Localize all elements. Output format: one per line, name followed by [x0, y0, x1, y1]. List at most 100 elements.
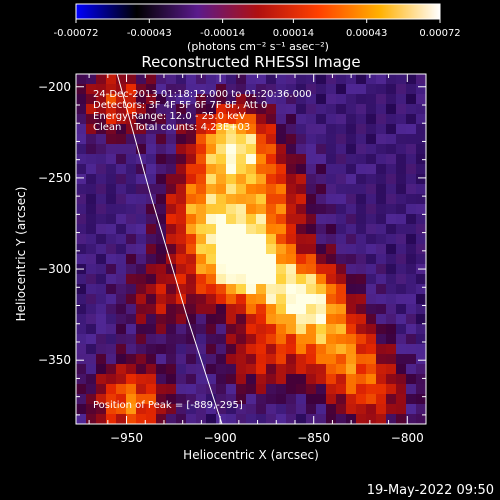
- heatmap-cell: [356, 374, 366, 384]
- heatmap-cell: [156, 324, 166, 334]
- heatmap-cell: [156, 354, 166, 364]
- heatmap-cell: [326, 114, 336, 124]
- heatmap-cell: [156, 304, 166, 314]
- heatmap-cell: [336, 144, 346, 154]
- heatmap-cell: [376, 374, 386, 384]
- heatmap-cell: [266, 414, 276, 424]
- heatmap-cell: [406, 134, 416, 144]
- heatmap-cell: [296, 124, 306, 134]
- heatmap-cell: [226, 324, 236, 334]
- heatmap-cell: [376, 164, 386, 174]
- heatmap-cell: [126, 144, 136, 154]
- heatmap-cell: [416, 124, 426, 134]
- heatmap-cell: [136, 284, 146, 294]
- heatmap-cell: [246, 154, 256, 164]
- heatmap-cell: [366, 74, 376, 84]
- heatmap-cell: [86, 314, 96, 324]
- heatmap-cell: [156, 264, 166, 274]
- heatmap-cell: [276, 124, 286, 134]
- colorbar-tick-label: -0.00014: [200, 28, 245, 39]
- heatmap-cell: [146, 364, 156, 374]
- heatmap-cell: [296, 384, 306, 394]
- heatmap-cell: [266, 264, 276, 274]
- heatmap-cell: [196, 224, 206, 234]
- heatmap-cell: [156, 194, 166, 204]
- heatmap-cell: [386, 214, 396, 224]
- heatmap-cell: [266, 294, 276, 304]
- heatmap-cell: [276, 264, 286, 274]
- heatmap-cell: [276, 174, 286, 184]
- heatmap-cell: [326, 124, 336, 134]
- heatmap-cell: [156, 184, 166, 194]
- heatmap-cell: [256, 184, 266, 194]
- heatmap-cell: [136, 234, 146, 244]
- heatmap-cell: [86, 94, 96, 104]
- heatmap-cell: [156, 364, 166, 374]
- heatmap-cell: [346, 174, 356, 184]
- heatmap-cell: [106, 214, 116, 224]
- heatmap-cell: [316, 174, 326, 184]
- heatmap-cell: [336, 384, 346, 394]
- heatmap-cell: [356, 404, 366, 414]
- heatmap-cell: [416, 304, 426, 314]
- heatmap-cell: [106, 174, 116, 184]
- heatmap-cell: [86, 84, 96, 94]
- heatmap-cell: [326, 324, 336, 334]
- heatmap-cell: [386, 94, 396, 104]
- heatmap-cell: [206, 314, 216, 324]
- heatmap-cell: [416, 274, 426, 284]
- heatmap-cell: [396, 404, 406, 414]
- heatmap-cell: [216, 374, 226, 384]
- heatmap-cell: [326, 244, 336, 254]
- heatmap-cell: [76, 234, 86, 244]
- heatmap-cell: [306, 84, 316, 94]
- heatmap-cell: [206, 194, 216, 204]
- annotation-block: 24-Dec-2013 01:18:12.000 to 01:20:36.000…: [93, 89, 312, 133]
- heatmap-cell: [276, 74, 286, 84]
- heatmap-cell: [226, 184, 236, 194]
- heatmap-cell: [216, 334, 226, 344]
- heatmap-cell: [126, 94, 136, 104]
- heatmap-cell: [216, 324, 226, 334]
- heatmap-cell: [236, 134, 246, 144]
- heatmap-cell: [246, 364, 256, 374]
- heatmap-cell: [166, 374, 176, 384]
- heatmap-cell: [116, 114, 126, 124]
- heatmap-cell: [266, 104, 276, 114]
- heatmap-cell: [346, 94, 356, 104]
- heatmap-cell: [266, 304, 276, 314]
- heatmap-cell: [296, 294, 306, 304]
- heatmap-cell: [356, 184, 366, 194]
- heatmap-cell: [206, 134, 216, 144]
- heatmap-cell: [196, 304, 206, 314]
- heatmap-cell: [276, 384, 286, 394]
- heatmap-cell: [306, 134, 316, 144]
- heatmap-cell: [116, 194, 126, 204]
- heatmap-cell: [76, 394, 86, 404]
- heatmap-cell: [166, 244, 176, 254]
- heatmap-cell: [216, 164, 226, 174]
- heatmap-cell: [166, 204, 176, 214]
- heatmap-cell: [316, 394, 326, 404]
- heatmap-cell: [146, 254, 156, 264]
- heatmap-cell: [326, 364, 336, 374]
- heatmap-cell: [146, 154, 156, 164]
- heatmap-cell: [126, 104, 136, 114]
- heatmap-cell: [126, 214, 136, 224]
- heatmap-cell: [286, 254, 296, 264]
- heatmap-cell: [346, 254, 356, 264]
- heatmap-cell: [286, 414, 296, 424]
- heatmap-cell: [196, 294, 206, 304]
- heatmap-cell: [266, 114, 276, 124]
- heatmap-cell: [246, 264, 256, 274]
- heatmap-cell: [306, 244, 316, 254]
- heatmap-cell: [386, 374, 396, 384]
- heatmap-cell: [96, 294, 106, 304]
- heatmap-cell: [266, 334, 276, 344]
- heatmap-cell: [186, 164, 196, 174]
- heatmap-cell: [396, 124, 406, 134]
- heatmap-cell: [276, 374, 286, 384]
- heatmap-cell: [296, 274, 306, 284]
- heatmap-cell: [256, 374, 266, 384]
- annotation-energy-range: Energy Range: 12.0 - 25.0 keV: [93, 111, 246, 122]
